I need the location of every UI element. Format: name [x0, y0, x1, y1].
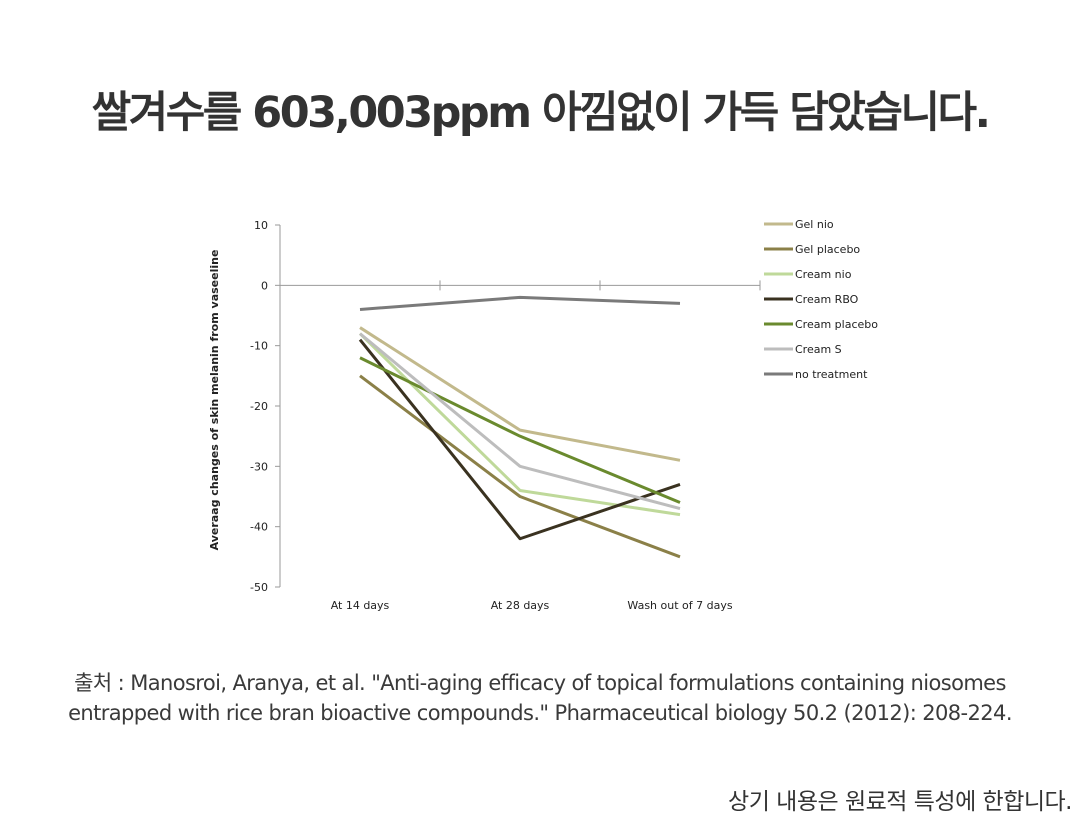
legend-label: Cream nio — [795, 268, 852, 281]
series-line — [359, 332, 681, 511]
chart-series — [358, 295, 681, 559]
x-tick-label: At 14 days — [331, 599, 390, 612]
y-tick-label: -10 — [250, 340, 268, 353]
y-axis-label: Averaag changes of skin melanin from vas… — [208, 250, 221, 551]
legend-label: no treatment — [795, 368, 868, 381]
citation-line-2: entrapped with rice bran bioactive compo… — [68, 701, 1012, 725]
y-tick-label: -20 — [250, 400, 268, 413]
series-line — [359, 295, 681, 311]
series-line — [359, 326, 681, 462]
citation-line-1: 출처 : Manosroi, Aranya, et al. "Anti-agin… — [74, 671, 1006, 695]
legend-label: Gel placebo — [795, 243, 860, 256]
series-line — [359, 356, 681, 504]
x-tick-label: At 28 days — [491, 599, 550, 612]
y-tick-label: 10 — [254, 219, 268, 232]
y-tick-label: -50 — [250, 581, 268, 594]
legend-label: Cream placebo — [795, 318, 878, 331]
y-tick-label: -30 — [250, 460, 268, 473]
melanin-line-chart: 10 0 -10 -20 -30 -40 -50 At 14 days At 28 days Wa… — [208, 218, 878, 612]
legend-label: Cream RBO — [795, 293, 859, 306]
series-line — [359, 374, 681, 559]
chart-axes: 10 0 -10 -20 -30 -40 -50 At 14 days At 28 days Wa… — [250, 219, 761, 612]
series-line — [358, 332, 681, 517]
legend-label: Cream S — [795, 343, 842, 356]
y-tick-label: -40 — [250, 521, 268, 534]
page-headline: 쌀겨수를 603,003ppm 아낌없이 가득 담았습니다. — [91, 88, 991, 138]
x-tick-label: Wash out of 7 days — [627, 599, 732, 612]
chart-legend: Gel nio Gel placebo Cream nio Cream RBO Crea… — [764, 218, 878, 381]
footnote: 상기 내용은 원료적 특성에 한합니다. — [728, 789, 1072, 815]
legend-label: Gel nio — [795, 218, 834, 231]
y-tick-label: 0 — [261, 279, 268, 292]
series-line — [358, 338, 681, 541]
